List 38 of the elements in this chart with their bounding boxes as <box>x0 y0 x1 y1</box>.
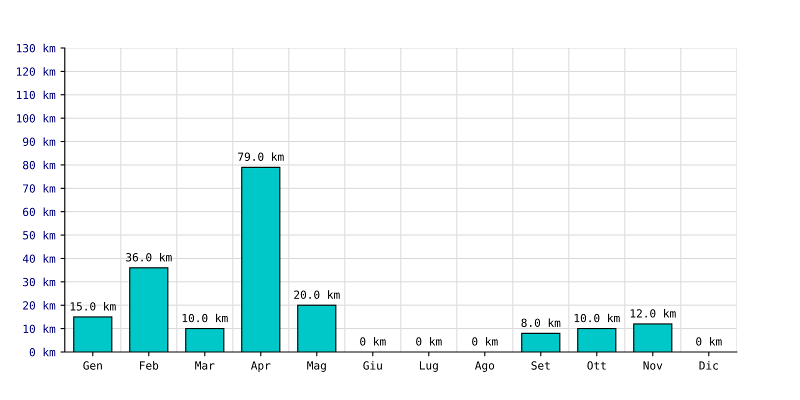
data-label: 0 km <box>360 337 386 346</box>
x-tick-label: Mag <box>307 361 326 372</box>
y-tick-label: 50 km <box>23 230 56 240</box>
data-label: 10.0 km <box>182 314 228 322</box>
data-label: 0 km <box>472 337 498 346</box>
x-tick-label: Gen <box>83 361 102 370</box>
y-tick-label: 70 km <box>23 184 56 193</box>
data-label: 8.0 km <box>521 318 560 327</box>
x-tick-label: Ott <box>587 361 606 370</box>
data-label: 10.0 km <box>574 314 620 322</box>
y-tick-label: 120 km <box>16 67 56 76</box>
y-tick-label: 100 km <box>16 114 56 123</box>
data-label: 15.0 km <box>70 302 116 311</box>
x-tick-label: Ago <box>474 361 494 372</box>
y-tick-label: 60 km <box>23 208 56 216</box>
y-tick-label: 30 km <box>23 278 56 286</box>
y-tick-label: 10 km <box>24 324 56 334</box>
x-tick-label: Nov <box>644 361 662 370</box>
data-label: 20.0 km <box>294 290 340 299</box>
y-tick-label: 130 km <box>16 44 56 52</box>
y-tick-label: 0 km <box>30 348 56 356</box>
data-label: 0 km <box>696 337 722 346</box>
x-tick-label: Dic <box>700 361 718 370</box>
y-tick-label: 80 km <box>23 160 56 170</box>
x-tick-label: Giu <box>363 361 382 370</box>
x-tick-label: Apr <box>250 361 270 372</box>
x-tick-label: Lug <box>420 361 438 372</box>
data-label: 12.0 km <box>630 309 676 318</box>
y-tick-label: 40 km <box>22 254 56 263</box>
data-label: 36.0 km <box>126 252 172 262</box>
x-tick-label: Mar <box>195 361 214 370</box>
data-label: 0 km <box>416 337 442 346</box>
y-tick-label: 110 km <box>16 90 56 100</box>
y-tick-label: 90 km <box>23 137 56 146</box>
x-tick-label: Feb <box>140 361 158 370</box>
x-tick-label: Set <box>532 361 550 370</box>
y-tick-label: 20 km <box>23 301 56 310</box>
data-label: 79.0 km <box>238 152 284 161</box>
